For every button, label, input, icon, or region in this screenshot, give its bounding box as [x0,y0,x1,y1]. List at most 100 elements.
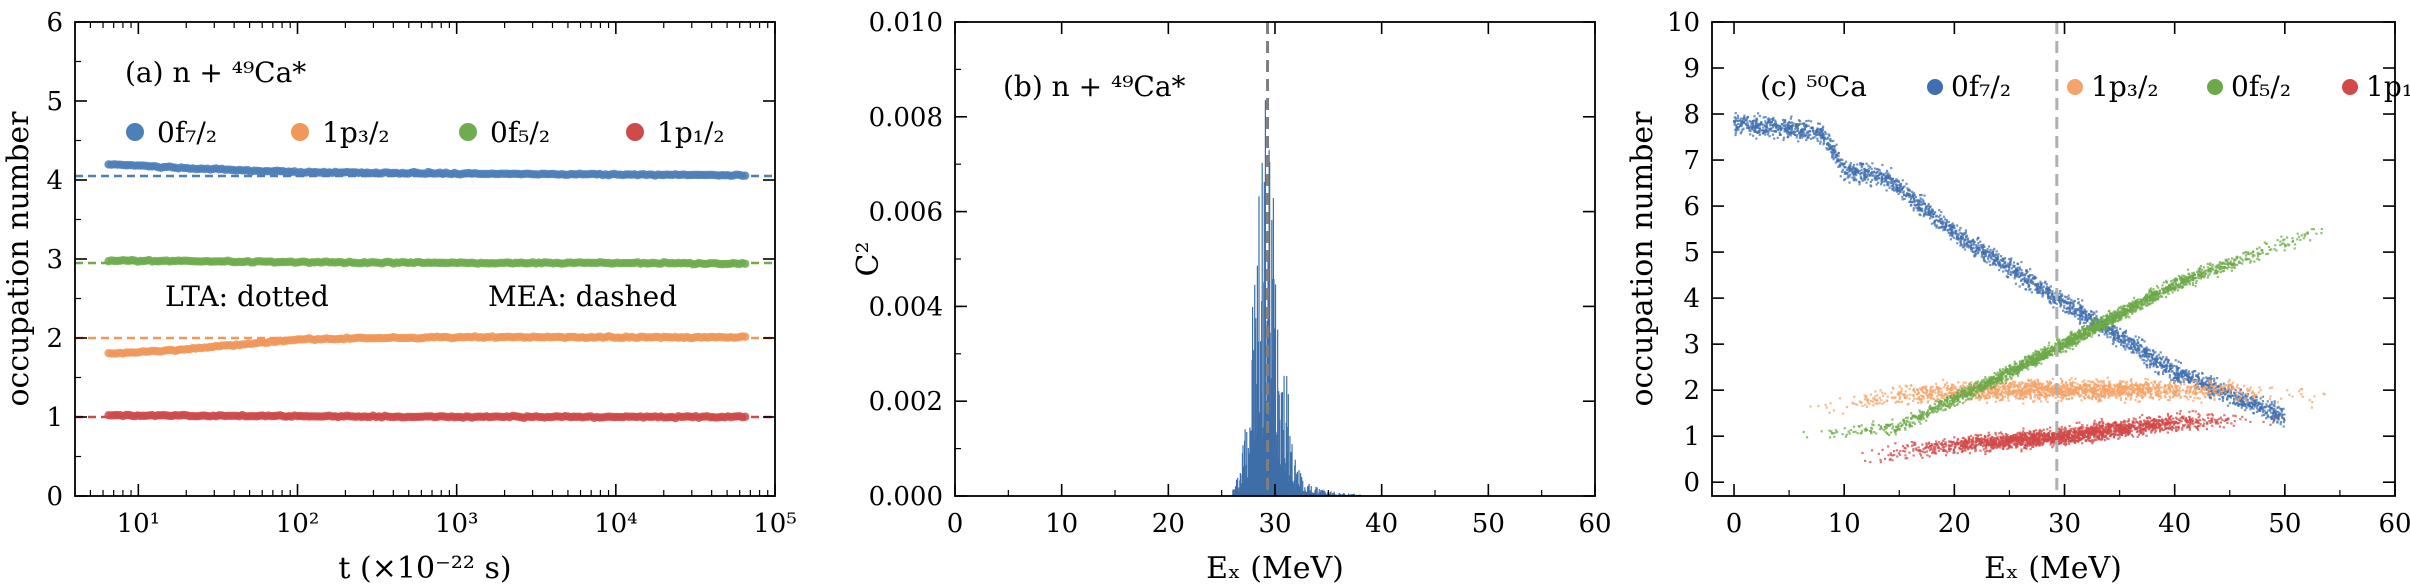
point [1807,124,1810,127]
point [2115,396,2118,400]
point [2155,355,2158,358]
point [2138,400,2141,403]
point [2253,405,2257,408]
point [1737,128,1740,131]
point [2141,353,2144,356]
point [1767,121,1770,124]
point [1762,123,1765,126]
point [1873,167,1877,170]
point [2013,395,2016,398]
point [1960,239,1963,242]
point [2020,269,2023,272]
point [2206,388,2210,392]
point [1984,251,1987,254]
point [1912,191,1915,194]
point [1814,134,1817,137]
point [1799,134,1802,138]
point [1983,253,1986,256]
point [1875,394,1879,397]
point [2008,382,2011,386]
point [1869,173,1872,176]
point [2111,328,2115,331]
point [2144,351,2148,354]
point [1899,396,1902,399]
point [2192,399,2195,402]
point [2154,359,2158,362]
point [2187,372,2190,375]
point [1762,116,1765,119]
point [1894,188,1898,192]
point [1854,169,1857,172]
point [2004,260,2007,264]
point [2145,363,2148,366]
point [1866,398,1869,402]
point [2181,369,2185,372]
point [1951,389,1954,392]
point [2067,386,2070,390]
point [1987,396,1990,399]
point [2119,339,2123,342]
point [1923,202,1927,206]
point [1918,193,1922,197]
point [1992,255,1995,258]
point [2081,299,2084,302]
point [2274,409,2277,412]
point [2239,400,2242,403]
point [1998,393,2001,396]
point [1816,137,1819,140]
point [2051,290,2054,293]
point [1741,117,1745,121]
point [2239,392,2243,396]
point [1959,226,1962,230]
point [2095,310,2098,313]
point [1856,168,1859,171]
point [1897,190,1900,193]
point [1811,136,1815,139]
point [1922,199,1925,203]
point [2140,350,2143,353]
point [2060,390,2063,393]
point [2049,291,2052,294]
point [2141,388,2144,392]
point [1879,183,1883,186]
point [2191,376,2194,379]
point [1886,174,1889,177]
point [2087,312,2090,316]
point [1756,112,1760,115]
point [1788,120,1791,124]
point [2082,383,2085,386]
point [1924,213,1927,216]
point [2173,373,2176,376]
point [2072,305,2075,308]
point [1781,126,1784,129]
point [1759,129,1762,132]
point [2113,326,2116,329]
point [2162,356,2165,359]
point [2122,344,2125,347]
point [2106,376,2109,379]
point [1938,390,1941,394]
point [1884,178,1887,181]
point [1772,116,1775,120]
point [1808,130,1811,133]
point [2148,391,2151,394]
point [1855,168,1858,171]
point [1832,148,1835,151]
x-tick-label: 50 [1472,509,1505,539]
point [2275,414,2278,417]
point [1768,119,1771,122]
point [2048,288,2051,292]
point [1889,181,1892,184]
point [2170,364,2173,368]
point [1736,114,1740,117]
point [1925,394,1929,397]
point [1802,133,1805,136]
point [2027,285,2030,289]
point [1881,172,1884,175]
point [2270,403,2273,406]
point [1893,396,1896,399]
point [1821,131,1824,134]
point [1863,174,1867,177]
point [1964,231,1967,234]
point [2206,391,2209,395]
